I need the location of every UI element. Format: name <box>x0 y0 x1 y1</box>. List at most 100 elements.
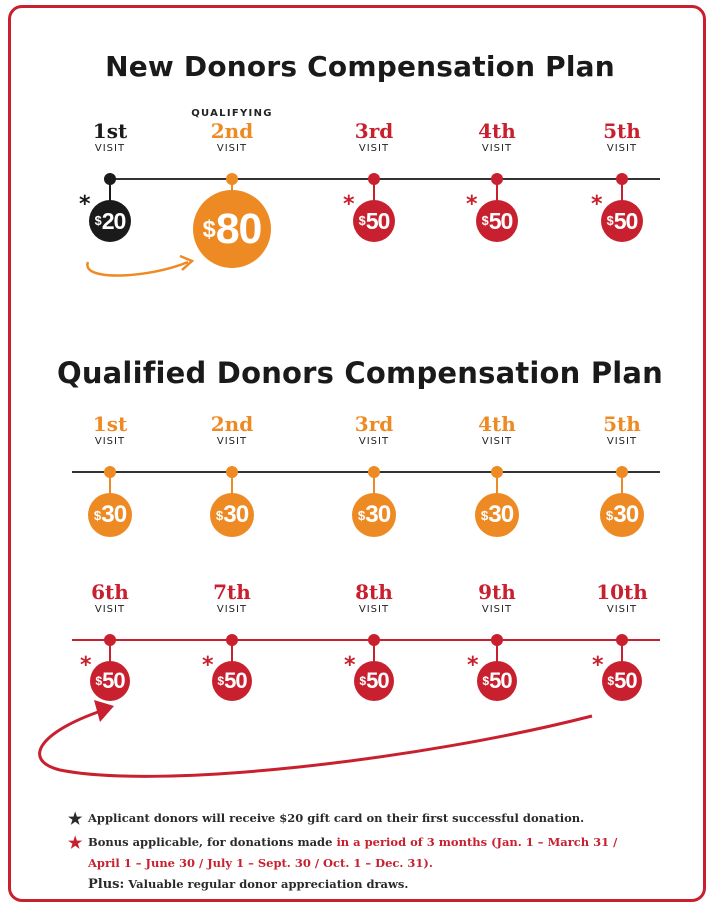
note-plus: Plus: Valuable regular donor appreciatio… <box>88 874 648 895</box>
visit-label: VISIT <box>216 143 248 154</box>
qualified-row2-dot-2 <box>226 634 238 646</box>
qualified-donors-title: Qualified Donors Compensation Plan <box>56 356 664 390</box>
qualified-row2-visit-1: 6th VISIT <box>55 581 165 616</box>
new-visit-3: 3rd VISIT <box>319 120 429 155</box>
qualified-row2-stem-4 <box>496 641 498 663</box>
new-asterisk-5: * <box>591 192 603 217</box>
visit-label: VISIT <box>481 604 513 615</box>
new-amount-coin-5: $50 <box>601 200 643 242</box>
qualified-row1-stem-2 <box>231 473 233 495</box>
qualified-row2-stem-3 <box>373 641 375 663</box>
visit-ordinal: 9th <box>478 580 516 604</box>
qualified-row1-stem-4 <box>496 473 498 495</box>
qualified-row1-amount-coin-5: $30 <box>600 493 644 537</box>
visit-ordinal: 2nd <box>210 119 254 143</box>
new-dot-4 <box>491 173 503 185</box>
visit-ordinal: 5th <box>603 119 641 143</box>
visit-ordinal: 2nd <box>210 412 254 436</box>
qualified-row2-visit-4: 9th VISIT <box>442 581 552 616</box>
qualified-row2-visit-2: 7th VISIT <box>177 581 287 616</box>
new-amount-coin-4: $50 <box>476 200 518 242</box>
new-amount-coin-3: $50 <box>353 200 395 242</box>
qualified-row1-visit-2: 2nd VISIT <box>177 413 287 448</box>
visit-ordinal: 7th <box>213 580 251 604</box>
arrowhead-red <box>94 700 114 722</box>
qualified-row1-dot-4 <box>491 466 503 478</box>
visit-ordinal: 5th <box>603 412 641 436</box>
qualified-row2-amount-coin-5: $50 <box>602 661 642 701</box>
new-dot-3 <box>368 173 380 185</box>
qualified-row2-amount-coin-3: $50 <box>354 661 394 701</box>
qualified-row2-asterisk-2: * <box>202 653 214 678</box>
footnotes: ★ Applicant donors will receive $20 gift … <box>68 808 648 895</box>
visit-label: VISIT <box>606 436 638 447</box>
new-visit-4: 4th VISIT <box>442 120 552 155</box>
plus-label: Plus: <box>88 877 125 892</box>
qualified-row2-amount-coin-2: $50 <box>212 661 252 701</box>
visit-label: VISIT <box>94 604 126 615</box>
new-timeline-line <box>110 178 660 180</box>
qualified-row1-timeline-line <box>72 471 660 473</box>
new-visit-5: 5th VISIT <box>567 120 677 155</box>
new-amount-coin-1: $20 <box>89 200 131 242</box>
new-stem-5 <box>621 180 623 202</box>
qualified-row2-stem-5 <box>621 641 623 663</box>
visit-ordinal: 4th <box>478 119 516 143</box>
note-applicant: ★ Applicant donors will receive $20 gift … <box>68 808 648 829</box>
new-stem-1 <box>109 180 111 202</box>
star-icon-black: ★ <box>68 809 83 828</box>
new-visit-1: 1st VISIT <box>55 120 165 155</box>
star-icon-red: ★ <box>68 833 83 852</box>
qualified-row1-visit-3: 3rd VISIT <box>319 413 429 448</box>
qualified-row1-stem-5 <box>621 473 623 495</box>
qualified-row2-amount-coin-1: $50 <box>90 661 130 701</box>
new-asterisk-4: * <box>466 192 478 217</box>
visit-label: VISIT <box>481 436 513 447</box>
visit-label: VISIT <box>94 436 126 447</box>
qualified-row2-dot-3 <box>368 634 380 646</box>
qualified-row2-visit-5: 10th VISIT <box>567 581 677 616</box>
qualified-row1-amount-coin-2: $30 <box>210 493 254 537</box>
qualified-row2-dot-4 <box>491 634 503 646</box>
new-asterisk-3: * <box>343 192 355 217</box>
new-dot-5 <box>616 173 628 185</box>
visit-ordinal: 1st <box>92 412 128 436</box>
qualified-row2-visit-3: 8th VISIT <box>319 581 429 616</box>
qualifying-label: QUALIFYING <box>191 108 273 119</box>
new-dot-1 <box>104 173 116 185</box>
qualified-row1-amount-coin-3: $30 <box>352 493 396 537</box>
new-stem-2 <box>231 180 233 192</box>
qualified-row2-stem-1 <box>109 641 111 663</box>
new-donors-title: New Donors Compensation Plan <box>105 50 615 83</box>
visit-ordinal: 3rd <box>354 119 394 143</box>
qualified-row1-visit-1: 1st VISIT <box>55 413 165 448</box>
note-applicant-text: Applicant donors will receive $20 gift c… <box>88 811 585 825</box>
plan-card-border <box>8 5 706 902</box>
qualified-row1-visit-4: 4th VISIT <box>442 413 552 448</box>
note-bonus: ★ Bonus applicable, for donations made in… <box>68 832 648 874</box>
visit-label: VISIT <box>216 436 248 447</box>
new-asterisk-1: * <box>79 192 91 217</box>
qualified-row1-dot-5 <box>616 466 628 478</box>
qualified-row2-asterisk-5: * <box>592 653 604 678</box>
visit-ordinal: 1st <box>92 119 128 143</box>
visit-ordinal: 4th <box>478 412 516 436</box>
visit-label: VISIT <box>606 143 638 154</box>
plus-text: Valuable regular donor appreciation draw… <box>124 877 409 891</box>
curved-arrow-orange <box>86 260 189 277</box>
new-amount-coin-2: $80 <box>193 190 271 268</box>
visit-ordinal: 8th <box>355 580 393 604</box>
qualified-row2-stem-2 <box>231 641 233 663</box>
qualified-row1-dot-1 <box>104 466 116 478</box>
visit-ordinal: 10th <box>596 580 648 604</box>
visit-label: VISIT <box>358 604 390 615</box>
visit-label: VISIT <box>358 436 390 447</box>
qualified-row2-asterisk-3: * <box>344 653 356 678</box>
qualified-row2-timeline-line <box>72 639 660 641</box>
arrowhead-orange <box>179 254 195 271</box>
qualified-row1-dot-3 <box>368 466 380 478</box>
visit-ordinal: 6th <box>91 580 129 604</box>
visit-label: VISIT <box>94 143 126 154</box>
qualified-row2-amount-coin-4: $50 <box>477 661 517 701</box>
